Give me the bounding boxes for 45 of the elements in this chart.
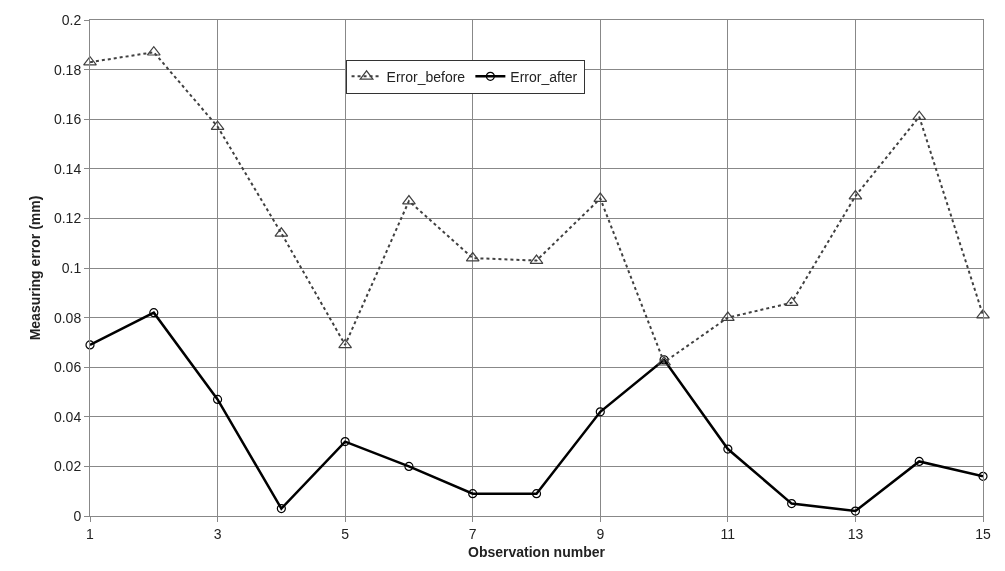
x-tick-label: 15 [975,525,991,542]
y-tick-label: 0.02 [53,458,82,475]
y-tick-label: 0.2 [61,11,82,28]
legend-label: Error_before [386,68,466,85]
y-tick-label: 0.16 [53,111,82,128]
x-tick-label: 3 [213,525,222,542]
point [595,407,605,417]
y-tick-label: 0.12 [53,210,82,227]
point [212,394,223,405]
point [912,110,927,121]
point [404,461,414,471]
x-tick-label: 13 [847,525,864,542]
y-tick-label: 0.1 [61,259,82,276]
point [784,296,799,307]
legend-label: Error_after [510,68,578,85]
x-tick-label: 5 [341,525,350,542]
point [848,189,863,200]
x-tick-label: 11 [720,525,736,542]
point [340,437,350,447]
x-axis-title: Observation number [468,544,606,561]
point [787,499,797,509]
point [149,308,159,318]
y-tick-label: 0.04 [53,408,82,425]
x-tick-label: 9 [596,525,605,542]
point [978,471,988,481]
x-tick-label: 1 [86,525,95,542]
point [401,194,416,205]
y-tick-label: 0 [73,507,82,524]
point [276,503,286,514]
y-tick-label: 0.06 [53,359,82,376]
x-tick-label: 7 [468,525,477,542]
point [723,444,733,454]
point [338,338,353,349]
point [85,340,95,350]
y-axis-title: Measuring error (mm) [26,195,43,341]
y-tick-label: 0.18 [53,61,82,78]
point [468,489,478,499]
point [83,56,97,66]
y-tick-label: 0.14 [53,160,82,177]
y-tick-label: 0.08 [53,309,82,326]
point [531,489,542,499]
point [976,309,990,319]
point [465,251,480,262]
point [914,456,924,467]
point [850,506,861,516]
